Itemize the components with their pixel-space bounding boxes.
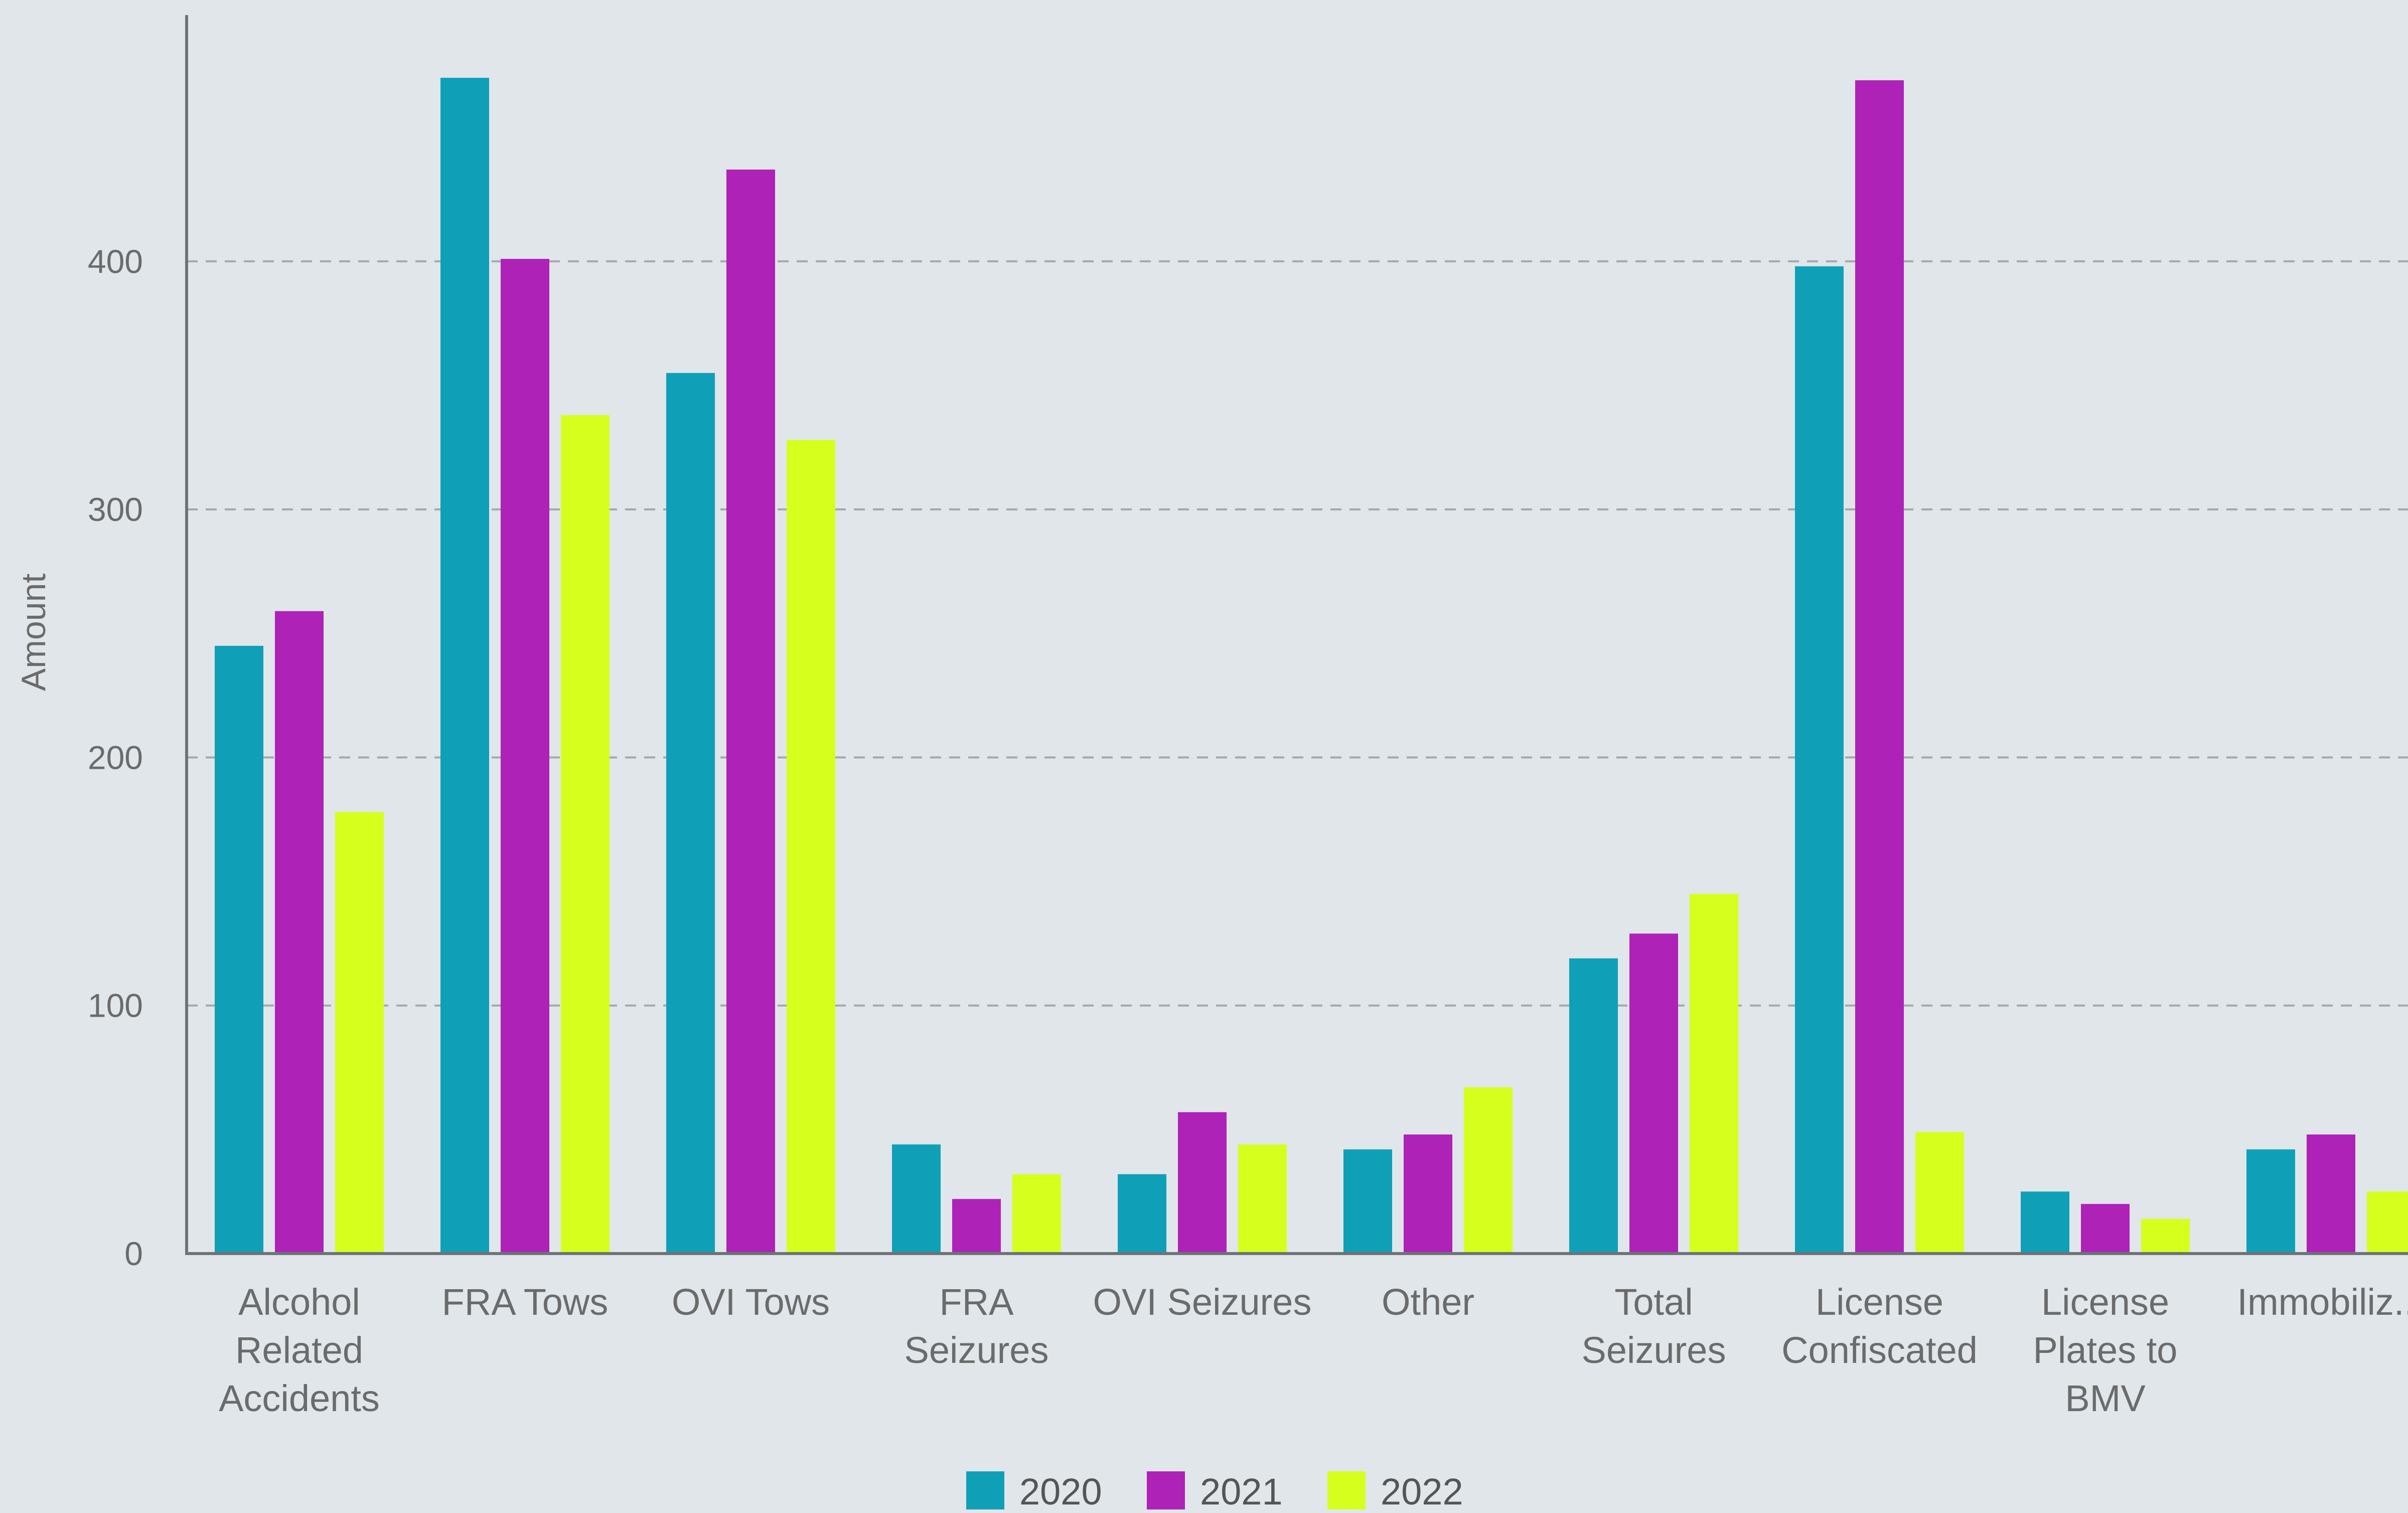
bar-2020-8[interactable] <box>1795 266 1844 1254</box>
legend-label: 2020 <box>1019 1471 1102 1512</box>
legend-swatch <box>966 1471 1004 1509</box>
x-tick-label: Total Seizures <box>1582 1281 1726 1371</box>
bar-2020-6[interactable] <box>1343 1149 1392 1254</box>
bar-2020-9[interactable] <box>2021 1191 2069 1254</box>
y-axis-title: Amount <box>15 574 53 691</box>
legend-swatch <box>1147 1471 1185 1509</box>
bar-2022-2[interactable] <box>561 415 610 1254</box>
x-tick-label: FRA Seizures <box>905 1281 1049 1371</box>
y-tick-label: 300 <box>88 491 143 528</box>
bar-2022-10[interactable] <box>2367 1191 2408 1254</box>
bar-2022-1[interactable] <box>335 812 384 1254</box>
legend-item-2022[interactable]: 2022 <box>1327 1471 1463 1512</box>
y-tick-label: 100 <box>88 987 143 1024</box>
bar-2021-7[interactable] <box>1629 933 1678 1254</box>
x-tick-labels: Alcohol Related Accidents FRA Tows OVI Tows F… <box>219 1281 2408 1419</box>
bar-2021-5[interactable] <box>1178 1112 1227 1254</box>
y-tick-label: 0 <box>124 1235 143 1272</box>
x-tick-label: FRA Tows <box>442 1281 609 1323</box>
bar-2020-7[interactable] <box>1569 958 1618 1254</box>
bar-2022-3[interactable] <box>787 440 835 1254</box>
legend-label: 2021 <box>1200 1471 1283 1512</box>
legend-item-2020[interactable]: 2020 <box>966 1471 1102 1512</box>
x-tick-label: Alcohol Related Accidents <box>219 1281 380 1419</box>
bar-2021-6[interactable] <box>1404 1134 1452 1254</box>
bar-2020-10[interactable] <box>2246 1149 2295 1254</box>
bar-2022-8[interactable] <box>1915 1132 1964 1254</box>
x-tick-label: OVI Tows <box>672 1281 830 1323</box>
y-tick-labels: 0 100 200 300 400 <box>88 243 143 1272</box>
y-tick-label: 200 <box>88 739 143 776</box>
legend-swatch <box>1327 1471 1366 1509</box>
y-tick-label: 400 <box>88 243 143 280</box>
bar-2020-3[interactable] <box>666 373 715 1254</box>
bar-2021-4[interactable] <box>952 1199 1001 1254</box>
legend[interactable]: 2020 2021 2022 <box>966 1471 1463 1512</box>
bar-2020-5[interactable] <box>1118 1174 1166 1254</box>
bar-2021-2[interactable] <box>501 258 549 1254</box>
x-tick-label: License Plates to BMV <box>2033 1281 2178 1419</box>
bars-layer <box>215 78 2408 1254</box>
bar-2022-4[interactable] <box>1012 1174 1061 1254</box>
bar-2021-1[interactable] <box>275 611 324 1254</box>
bar-2022-6[interactable] <box>1464 1087 1513 1254</box>
bar-2022-7[interactable] <box>1690 894 1738 1254</box>
grid-layer <box>187 260 2408 1007</box>
bar-2021-8[interactable] <box>1855 80 1904 1254</box>
legend-label: 2022 <box>1381 1471 1463 1512</box>
bar-2020-1[interactable] <box>215 645 263 1254</box>
legend-item-2021[interactable]: 2021 <box>1147 1471 1283 1512</box>
x-tick-label: OVI Seizures <box>1093 1281 1312 1323</box>
x-tick-label: License Confiscated <box>1781 1281 1978 1371</box>
bar-2021-10[interactable] <box>2307 1134 2355 1254</box>
x-tick-label: Other <box>1382 1281 1474 1323</box>
bar-2021-9[interactable] <box>2081 1204 2130 1254</box>
bar-2020-4[interactable] <box>892 1144 941 1254</box>
axes-layer <box>185 15 2408 1255</box>
bar-2022-9[interactable] <box>2141 1218 2190 1254</box>
bar-2021-3[interactable] <box>726 169 775 1254</box>
bar-2022-5[interactable] <box>1238 1144 1287 1254</box>
x-tick-label: Immobiliz... <box>2237 1281 2408 1323</box>
bar-2020-2[interactable] <box>440 78 489 1254</box>
